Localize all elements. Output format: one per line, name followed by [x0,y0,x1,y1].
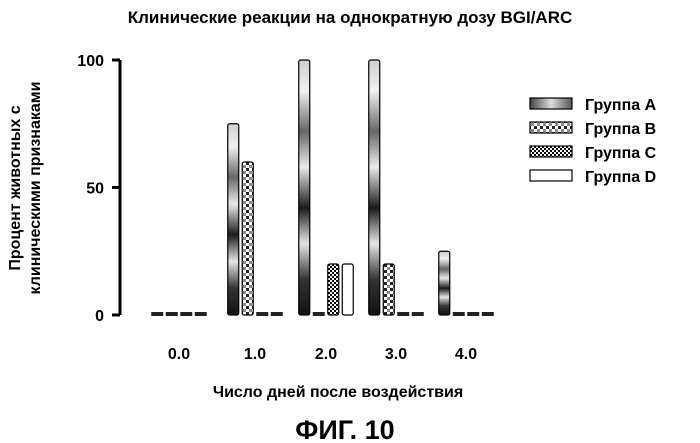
bar-группа-b-1.0 [241,161,254,316]
x-tick-label: 2.0 [315,346,337,363]
y-tick-label: 50 [86,181,104,198]
chart-title: Клинические реакции на однократную дозу … [128,8,573,27]
legend-label: Группа D [585,169,656,186]
bar-zero-группа-a-0.0 [151,312,164,316]
y-tick-label: 0 [95,308,104,325]
bar-zero-группа-c-4.0 [467,312,480,316]
x-tick-label: 0.0 [168,346,190,363]
y-tick-label: 100 [77,53,104,70]
x-tick-label: 3.0 [385,346,407,363]
x-axis-title: Число дней после воздействия [213,384,463,401]
bar-группа-b-3.0 [382,263,395,316]
bar-группа-a-2.0 [298,59,311,316]
x-tick-labels: 0.0 1.0 2.0 3.0 4.0 [168,346,477,363]
bar-zero-группа-d-3.0 [411,312,424,316]
bar-zero-группа-b-4.0 [452,312,465,316]
y-axis-title-line-1: Процент животных с [7,105,24,270]
bar-группа-a-1.0 [227,123,240,316]
y-axis-title: Процент животных с клиническими признака… [7,82,44,295]
bar-группа-a-3.0 [368,59,381,316]
legend-label: Группа B [585,121,656,138]
y-axis-title-line-2: клиническими признаками [27,82,44,295]
y-axis: 0 50 100 [77,53,122,325]
legend-label: Группа C [585,145,657,162]
legend-swatch [529,169,573,182]
bar-zero-группа-c-0.0 [180,312,193,316]
legend-swatch [529,121,573,134]
legend-swatch [529,97,573,110]
legend: Группа A Группа B Группа C Группа D [529,97,657,186]
bar-группа-c-2.0 [327,263,340,316]
legend-label: Группа A [585,97,657,114]
bar-группа-d-2.0 [341,263,354,316]
bar-zero-группа-c-1.0 [256,312,269,316]
bar-zero-группа-b-2.0 [312,312,325,316]
figure-caption: ФИГ. 10 [295,415,394,443]
bar-zero-группа-b-0.0 [165,312,178,316]
bar-zero-группа-d-4.0 [481,312,494,316]
bar-группа-a-4.0 [438,250,451,316]
bars-group [151,59,494,316]
x-tick-label: 1.0 [244,346,266,363]
bar-zero-группа-c-3.0 [397,312,410,316]
bar-zero-группа-d-1.0 [270,312,283,316]
x-tick-label: 4.0 [455,346,477,363]
legend-swatch [529,145,573,158]
bar-zero-группа-d-0.0 [194,312,207,316]
